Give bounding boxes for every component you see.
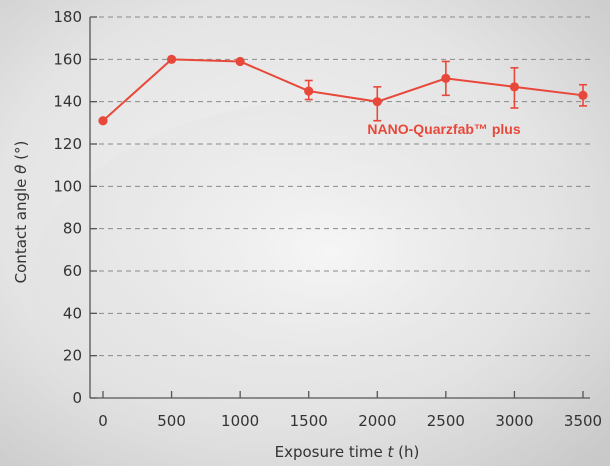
x-tick-label-1500: 1500 bbox=[290, 412, 328, 430]
data-point-5 bbox=[441, 73, 451, 83]
data-point-3 bbox=[304, 86, 314, 96]
data-point-0 bbox=[98, 116, 108, 126]
y-tick-label-140: 140 bbox=[53, 93, 82, 111]
data-point-6 bbox=[509, 82, 520, 92]
droplet-photo-backdrop bbox=[30, 100, 610, 466]
data-point-2 bbox=[235, 56, 245, 67]
data-point-7 bbox=[578, 90, 588, 100]
axes: 0 20 40 60 80 100 120 140 160 180 0 500 1000 1500 2000… bbox=[53, 8, 602, 430]
axis-title-unit: (°) bbox=[12, 141, 30, 165]
y-tick-label-40: 40 bbox=[63, 304, 82, 322]
series-layer bbox=[98, 54, 588, 126]
x-tick-label-3000: 3000 bbox=[495, 412, 533, 430]
y-tick-label-100: 100 bbox=[53, 177, 82, 195]
data-point-4 bbox=[372, 97, 382, 107]
y-tick-label-180: 180 bbox=[53, 8, 82, 26]
x-tick-label-2000: 2000 bbox=[358, 412, 396, 430]
x-tick-label-500: 500 bbox=[157, 412, 186, 430]
x-tick-label-0: 0 bbox=[98, 412, 108, 430]
data-point-1 bbox=[166, 54, 177, 64]
y-tick-label-160: 160 bbox=[53, 50, 82, 68]
series-label: NANO-Quarzfab™ plus bbox=[367, 121, 520, 137]
y-tick-label-120: 120 bbox=[53, 135, 82, 153]
y-tick-label-20: 20 bbox=[63, 347, 82, 365]
x-tick-label-3500: 3500 bbox=[564, 412, 602, 430]
y-axis-title: Contact angle θ (°) bbox=[12, 141, 30, 284]
x-tick-label-1000: 1000 bbox=[221, 412, 259, 430]
series-line-0 bbox=[102, 58, 584, 122]
y-tick-label-80: 80 bbox=[63, 220, 82, 238]
y-tick-label-60: 60 bbox=[63, 262, 82, 280]
axis-title-text: Contact angle bbox=[12, 174, 30, 284]
y-tick-label-0: 0 bbox=[72, 389, 82, 407]
grid-lines bbox=[90, 16, 590, 357]
axis-title-text: Exposure time bbox=[275, 443, 388, 461]
axis-title-variable: θ bbox=[12, 165, 30, 174]
x-tick-label-2500: 2500 bbox=[427, 412, 465, 430]
x-axis-title: Exposure time t (h) bbox=[275, 443, 420, 461]
axis-title-variable: t bbox=[388, 443, 395, 461]
axis-title-unit: (h) bbox=[393, 443, 419, 461]
